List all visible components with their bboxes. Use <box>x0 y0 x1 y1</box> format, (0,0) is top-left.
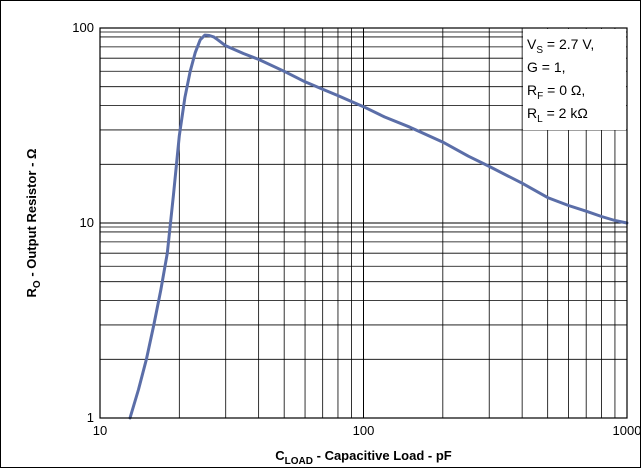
x-axis-title: CLOAD - Capacitive Load - pF <box>275 448 451 467</box>
annotation-line: VS = 2.7 V, <box>527 36 594 56</box>
series-line <box>128 33 629 420</box>
x-tick-label: 1000 <box>613 423 641 438</box>
y-tick-label: 10 <box>80 215 94 230</box>
plot-area-border <box>99 27 628 419</box>
x-tick-label: 10 <box>93 423 107 438</box>
y-tick-label: 100 <box>72 20 94 35</box>
series-layer <box>128 33 629 420</box>
grid <box>100 27 627 419</box>
x-tick-label: 100 <box>353 423 375 438</box>
annotation-line: G = 1, <box>527 59 566 75</box>
conditions-annotation: VS = 2.7 V, G = 1, RF = 0 Ω, RL = 2 kΩ <box>523 29 626 130</box>
annotation-line: RL = 2 kΩ <box>527 105 588 125</box>
annotation-background <box>523 29 626 130</box>
y-tick-label: 1 <box>87 410 94 425</box>
annotation-line: RF = 0 Ω, <box>527 82 585 102</box>
y-axis-title: RO - Output Resistor - Ω <box>24 149 43 298</box>
